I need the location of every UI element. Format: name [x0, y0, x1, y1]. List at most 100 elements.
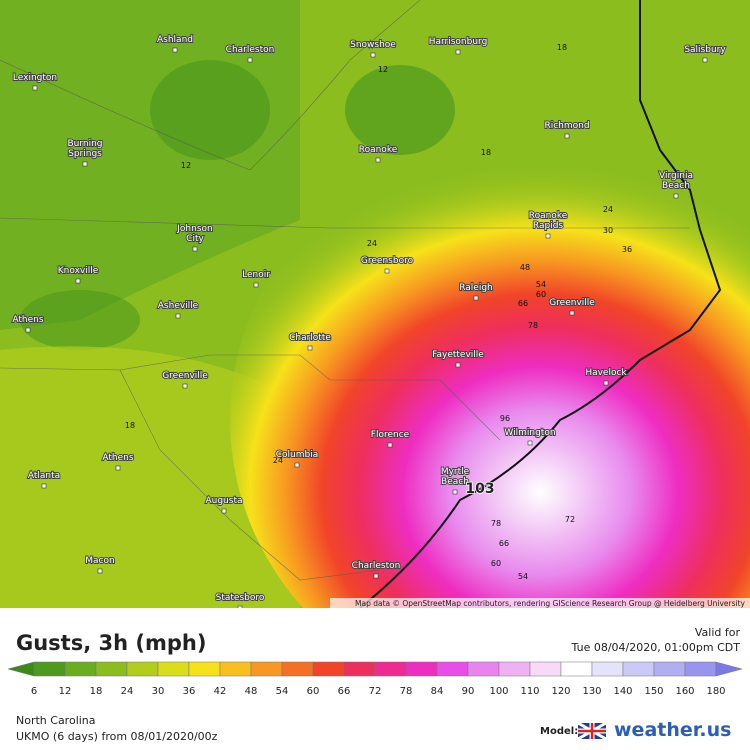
city-dot — [32, 85, 38, 91]
city-label: Lexington — [13, 73, 57, 83]
scale-label: 110 — [520, 686, 539, 697]
city-dot — [41, 483, 47, 489]
scale-box — [591, 661, 624, 677]
city-dot — [82, 161, 88, 167]
valid-label: Valid for — [695, 626, 741, 639]
city-label: Charlotte — [289, 333, 331, 343]
model-run: UKMO (6 days) from 08/01/2020/00z — [16, 730, 218, 743]
city-label: Johnson — [176, 224, 212, 234]
city-dot — [387, 442, 393, 448]
city-label: Burning — [67, 139, 102, 149]
attribution: Map data © OpenStreetMap contributors, r… — [355, 599, 746, 608]
city-dot — [370, 52, 376, 58]
city-dot — [221, 508, 227, 514]
city-label: Ashland — [157, 35, 193, 45]
city-label: Charleston — [352, 561, 401, 571]
city-label: Virginia — [659, 171, 693, 181]
scale-box — [95, 661, 128, 677]
city-label: Lenoir — [242, 270, 270, 280]
city-label: City — [186, 234, 204, 244]
city-label: Roanoke — [359, 145, 398, 155]
city-label: Salisbury — [684, 45, 726, 55]
scale-label: 78 — [400, 686, 413, 697]
city-label: Raleigh — [459, 283, 493, 293]
city-dot — [603, 380, 609, 386]
scale-label: 36 — [183, 686, 196, 697]
scale-box — [250, 661, 283, 677]
city-dot — [97, 568, 103, 574]
contour-label: 12 — [181, 161, 191, 170]
legend-panel: Gusts, 3h (mph) Valid for Tue 08/04/2020… — [7, 626, 743, 743]
scale-box — [529, 661, 562, 677]
low-gust-area — [20, 290, 140, 350]
city-label: Fayetteville — [432, 350, 484, 360]
scale-box — [157, 661, 190, 677]
city-label: Knoxville — [58, 266, 99, 276]
coastline — [359, 0, 722, 608]
scale-label: 72 — [369, 686, 382, 697]
scale-label: 48 — [245, 686, 258, 697]
city-dot — [294, 462, 300, 468]
city-dot — [25, 327, 31, 333]
city-label: Beach — [441, 477, 469, 487]
contour-label: 72 — [565, 515, 575, 524]
scale-box — [312, 661, 345, 677]
contour-label: 60 — [536, 290, 546, 299]
scale-label: 90 — [462, 686, 475, 697]
scale-label: 30 — [152, 686, 165, 697]
city-dot — [175, 313, 181, 319]
scale-box — [64, 661, 97, 677]
scale-label: 100 — [489, 686, 508, 697]
scale-box — [436, 661, 469, 677]
state-border — [0, 0, 421, 171]
city-label: Augusta — [205, 496, 242, 506]
city-dot — [564, 133, 570, 139]
scale-label: 60 — [307, 686, 320, 697]
contour-label: 24 — [273, 456, 283, 465]
contour-label: 30 — [603, 226, 613, 235]
scale-box — [560, 661, 593, 677]
low-gust-area — [345, 65, 455, 155]
scale-box — [188, 661, 221, 677]
scale-box — [33, 661, 66, 677]
scale-box — [281, 661, 314, 677]
valid-time: Tue 08/04/2020, 01:00pm CDT — [571, 641, 741, 654]
contour-label: 54 — [536, 280, 546, 289]
contour-label: 24 — [367, 239, 377, 248]
scale-box — [684, 661, 717, 677]
scale-label: 42 — [214, 686, 227, 697]
borders — [0, 0, 690, 581]
contour-label: 60 — [491, 559, 501, 568]
scale-label: 150 — [644, 686, 663, 697]
city-label: Wilmington — [504, 428, 555, 438]
scale-box — [343, 661, 376, 677]
city-dot — [375, 157, 381, 163]
contour-label: 78 — [491, 519, 501, 528]
city-dot — [569, 310, 575, 316]
city-dot — [192, 246, 198, 252]
city-dot — [527, 440, 533, 446]
city-label: Atlanta — [28, 471, 60, 481]
scale-box — [126, 661, 159, 677]
scale-box — [374, 661, 407, 677]
scale-label: 18 — [90, 686, 103, 697]
storm-field — [230, 120, 750, 608]
city-label: Harrisonburg — [429, 37, 488, 47]
brand: weather.us — [614, 719, 731, 741]
city-label: Havelock — [585, 368, 627, 378]
city-dot — [373, 573, 379, 579]
contour-label: 12 — [378, 65, 388, 74]
scale-label: 160 — [675, 686, 694, 697]
city-label: Greenville — [162, 371, 208, 381]
contour-label: 78 — [528, 321, 538, 330]
contour-label: 18 — [125, 421, 135, 430]
low-gust-area — [150, 60, 270, 160]
region: North Carolina — [16, 714, 96, 727]
contour-label: 24 — [603, 205, 613, 214]
city-dot — [307, 345, 313, 351]
scale-label: 24 — [121, 686, 134, 697]
city-label: Florence — [371, 430, 410, 440]
contour-label: 96 — [500, 414, 510, 423]
city-dot — [452, 489, 458, 495]
